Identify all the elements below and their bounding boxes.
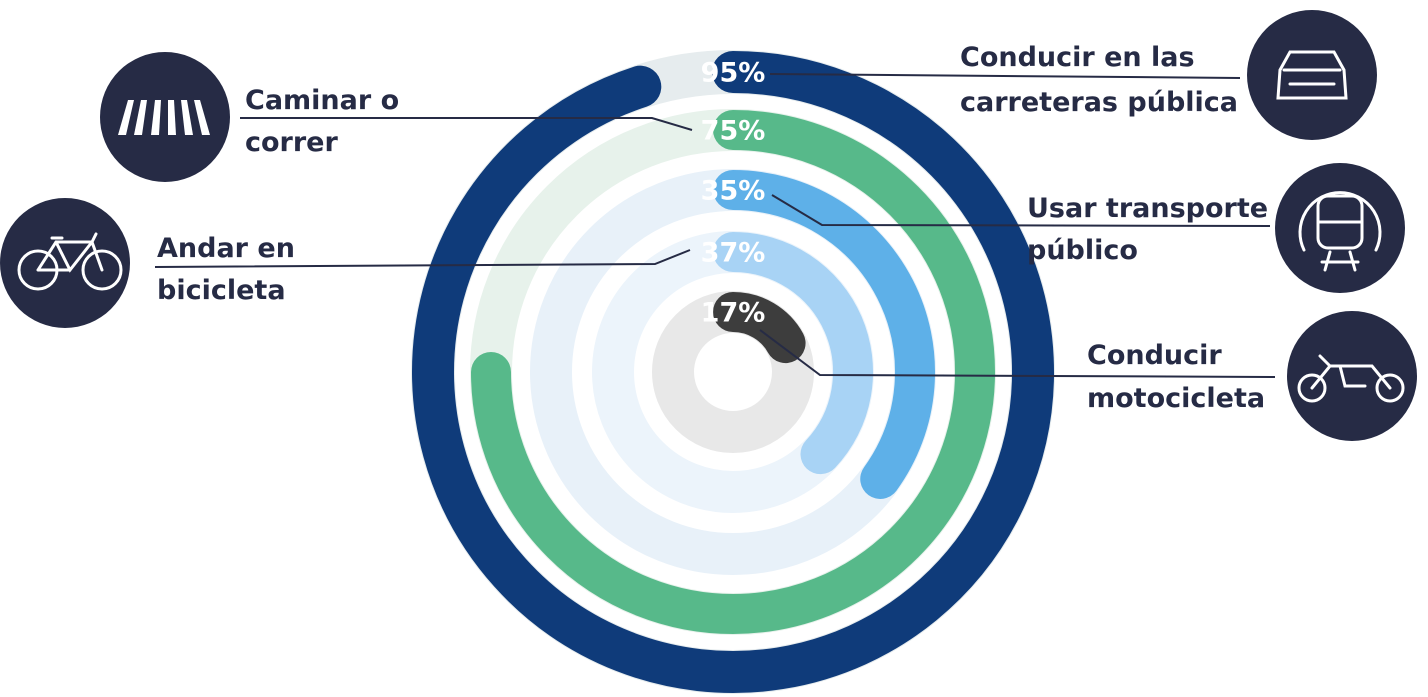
crosswalk-drawing: [118, 100, 210, 135]
bicycle-drawing: [17, 232, 123, 291]
crosswalk-icon: [100, 52, 230, 182]
ring-arc: [713, 292, 806, 364]
category-label: motocicleta: [1087, 383, 1265, 414]
category-label: Andar en: [157, 233, 295, 264]
rings: [411, 50, 1055, 694]
ring-arc: [713, 170, 935, 499]
train-drawing: [1298, 191, 1382, 272]
train-icon: [1275, 163, 1405, 293]
car-icon: [1247, 10, 1377, 140]
value-label: 35%: [701, 176, 766, 207]
value-label: 75%: [701, 116, 766, 147]
leader-line: [759, 329, 1276, 378]
icons: [0, 10, 1417, 441]
category-label: público: [1027, 235, 1138, 266]
leader-line: [771, 194, 1271, 227]
ring-arc: [471, 110, 995, 634]
leader-line: [240, 117, 693, 131]
value-label: 17%: [701, 298, 766, 329]
category-label: Caminar o: [245, 85, 399, 116]
leader-line: [769, 73, 1241, 79]
category-label: correr: [245, 127, 338, 158]
category-label: bicicleta: [157, 275, 286, 306]
category-label: Conducir: [1087, 340, 1222, 371]
category-label: carreteras pública: [960, 87, 1238, 118]
motorcycle-drawing: [1297, 354, 1405, 403]
leader-line: [154, 249, 691, 268]
value-label: 95%: [701, 58, 766, 89]
motorcycle-icon: [1287, 311, 1417, 441]
car-drawing: [1276, 50, 1348, 100]
value-label: 37%: [701, 238, 766, 269]
category-label: Conducir en las: [960, 42, 1195, 73]
ring-arc: [412, 51, 1054, 693]
category-label: Usar transporte: [1027, 193, 1268, 224]
ring-arc: [713, 232, 873, 475]
